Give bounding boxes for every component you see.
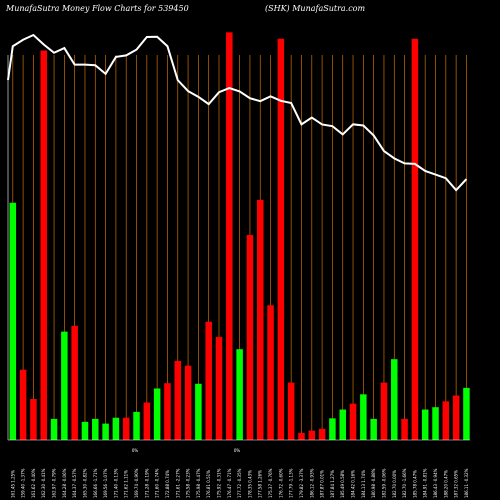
x-tick-label: 184.91 -0.81% <box>423 468 428 498</box>
bar-up <box>391 359 398 440</box>
bar-up <box>432 407 439 440</box>
x-tick-label: 188.20 0.47% <box>443 470 448 498</box>
bar-down <box>308 430 316 440</box>
bar-up <box>329 418 336 440</box>
bar-down <box>318 428 326 440</box>
bar-down <box>442 401 450 440</box>
x-tick-label: 169.74 -0.90% <box>134 468 139 498</box>
x-tick-label: 171.62 1.11% <box>124 470 129 498</box>
bar-down <box>71 325 78 440</box>
x-tick-label: 171.61 -2.27% <box>175 468 180 498</box>
x-tick-label: 175.98 -0.47% <box>196 468 201 498</box>
x-tick-label: 187.87 0.01% <box>320 470 325 498</box>
x-tick-label: 164.28 -0.06% <box>62 468 67 498</box>
x-tick-label: 182.59 -0.06% <box>381 468 386 498</box>
x-tick-label: 187.32 0.65% <box>454 470 459 498</box>
x-tick-label: 180.98 -0.88% <box>371 468 376 498</box>
bar-up <box>102 423 109 440</box>
bar-down <box>349 403 357 440</box>
bar-down <box>411 38 419 441</box>
x-tick-label: 185.49 0.58% <box>340 470 345 498</box>
x-tick-label: 177.72 -0.35% <box>237 468 242 498</box>
x-tick-label: 161.45 1.25% <box>10 470 15 498</box>
bar-down <box>380 382 388 440</box>
x-tick-label: 176.47 -0.71% <box>227 468 232 498</box>
x-tick-label: 161.62 -0.40% <box>31 468 36 498</box>
bar-up <box>236 349 243 440</box>
x-tick-label: 186.11 -0.32% <box>464 468 469 498</box>
bar-down <box>174 360 182 440</box>
x-tick-label: 171.40 -0.13% <box>113 468 118 498</box>
x-tick-label: 186.43 -0.94% <box>433 468 438 498</box>
money-flow-bars <box>9 32 470 441</box>
price-line <box>7 33 468 192</box>
bar-down <box>277 38 285 441</box>
x-tick-label: 184.13 1.74% <box>361 470 366 498</box>
bar-down <box>205 321 212 440</box>
bar-up <box>463 387 470 440</box>
x-tick-label: 159.40 -1.37% <box>21 468 26 498</box>
x-tick-labels: 161.45 1.25% 159.40 -1.37% 161.62 -0.40% 16… <box>10 468 469 498</box>
bar-down <box>184 365 192 440</box>
x-tick-label: 165.30 -0.82% <box>82 468 87 498</box>
bar-up <box>112 417 120 440</box>
bar-down <box>401 418 408 440</box>
x-tick-label: 176.72 -0.60% <box>278 468 283 498</box>
bar-down <box>19 369 27 440</box>
bar-up <box>9 202 17 440</box>
bar-down <box>267 305 274 440</box>
bar-up <box>92 418 99 440</box>
bar-down <box>226 32 233 440</box>
x-tick-label: 171.60 -0.74% <box>155 468 160 498</box>
bar-down <box>164 383 171 440</box>
bar-up <box>153 388 161 440</box>
bar-up <box>195 383 202 440</box>
bar-down <box>246 235 254 440</box>
x-tick-label: 185.78 0.47% <box>412 470 417 498</box>
x-tick-label: 166.66 -1.71% <box>93 468 98 498</box>
bar-up <box>339 409 346 440</box>
x-tick-label: 184.42 0.16% <box>351 470 356 498</box>
x-tick-label: 177.58 1.26% <box>258 470 263 498</box>
bar-up <box>81 421 89 440</box>
bar-down <box>287 382 295 440</box>
bar-down <box>122 417 130 440</box>
x-tick-label: 162.30 -0.41% <box>41 468 46 498</box>
bar-up <box>421 409 429 440</box>
zero-percent-label-left: 0% <box>132 448 139 453</box>
x-tick-label: 172.88 0.74% <box>165 470 170 498</box>
bar-up <box>360 394 367 440</box>
x-tick-label: 177.79 -1.13% <box>289 468 294 498</box>
x-tick-label: 176.81 0.51% <box>206 470 211 498</box>
bar-down <box>215 336 223 440</box>
x-tick-label: 182.70 0.00% <box>392 470 397 498</box>
bar-down <box>256 199 264 440</box>
bar-down <box>30 399 37 440</box>
chart-header-right: (SHK) MunafaSutra.com <box>265 4 365 13</box>
bar-down <box>40 50 47 440</box>
bar-up <box>50 418 58 440</box>
x-tick-label: 178.35 0.43% <box>247 470 252 498</box>
x-tick-label: 186.12 -0.93% <box>309 468 314 498</box>
x-tick-label: 164.37 -0.57% <box>72 468 77 498</box>
x-tick-label: 171.28 -0.19% <box>144 468 149 498</box>
x-tick-label: 162.97 -0.79% <box>52 468 57 498</box>
x-tick-label: 182.70 -1.66% <box>402 468 407 498</box>
chart-header-left: MunafaSutra Money Flow Charts for 539450 <box>5 4 189 13</box>
x-tick-label: 179.82 -3.37% <box>299 468 304 498</box>
bar-up <box>133 411 140 440</box>
x-tick-label: 187.84 1.27% <box>330 470 335 498</box>
bar-up <box>61 331 68 440</box>
bar-down <box>452 395 460 440</box>
bar-up <box>370 418 377 440</box>
x-tick-label: 175.58 -0.23% <box>186 468 191 498</box>
x-tick-label: 175.37 -0.76% <box>268 468 273 498</box>
zero-percent-label-right: 0% <box>234 448 241 453</box>
x-tick-label: 169.56 -1.07% <box>103 468 108 498</box>
x-tick-label: 175.92 -0.31% <box>217 468 222 498</box>
bar-down <box>143 402 151 440</box>
bar-down <box>298 432 305 440</box>
